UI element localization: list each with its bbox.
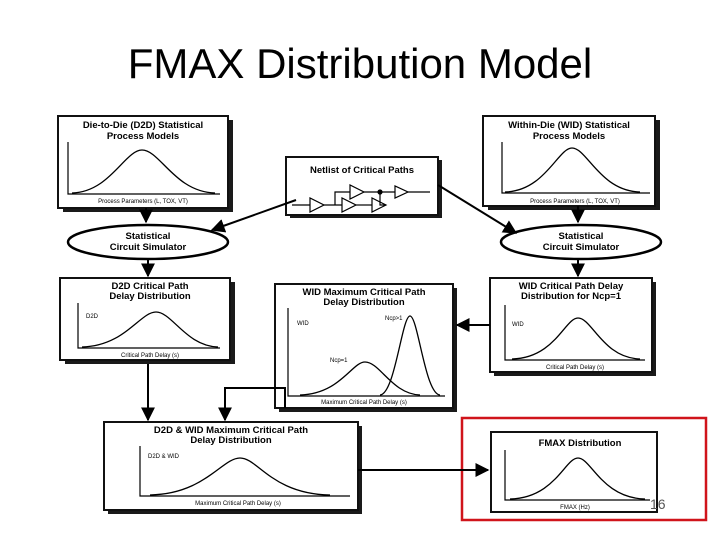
simulator-right: Statistical Circuit Simulator: [499, 223, 663, 261]
wid-max-tag: WID: [297, 321, 309, 327]
fmax-axis-label: FMAX (Hz): [560, 505, 590, 511]
flow-arrows: [139, 184, 585, 477]
wid-max-label-top: Ncp>1: [385, 316, 403, 322]
wid-max-delay-distribution-box: WID Maximum Critical Path Delay Distribu…: [274, 283, 457, 412]
sim-right-line2: Circuit Simulator: [543, 242, 620, 253]
combined-title-1: D2D & WID Maximum Critical Path: [154, 425, 308, 436]
combined-axis-label: Maximum Critical Path Delay (s): [195, 501, 281, 507]
d2d-process-models-box: Die-to-Die (D2D) Statistical Process Mod…: [57, 115, 233, 212]
page-number: 16: [650, 496, 666, 512]
d2d-delay-title-2: Delay Distribution: [109, 291, 190, 302]
wid-max-curve-ncpmany: [379, 315, 441, 396]
simulator-left: Statistical Circuit Simulator: [66, 223, 230, 261]
wid-models-title-2: Process Models: [533, 131, 605, 142]
d2d-delay-tag: D2D: [86, 314, 99, 320]
d2d-models-axis-label: Process Parameters (L, TOX, VT): [98, 199, 188, 205]
wid-max-curve-ncp1: [299, 361, 421, 396]
d2d-models-axes: [67, 142, 220, 195]
wid-delay-curve: [511, 317, 641, 360]
wid-delay-title-1: WID Critical Path Delay: [519, 281, 624, 292]
d2d-models-title-2: Process Models: [107, 131, 179, 142]
wid-models-axis-label: Process Parameters (L, TOX, VT): [530, 199, 620, 205]
wid-delay-title-2: Distribution for Ncp=1: [521, 291, 622, 302]
combined-title-2: Delay Distribution: [190, 435, 271, 446]
wid-models-title-1: Within-Die (WID) Statistical: [508, 120, 630, 131]
netlist-title: Netlist of Critical Paths: [310, 165, 414, 176]
wid-delay-tag: WID: [512, 322, 524, 328]
fmax-curve: [509, 457, 646, 500]
wid-delay-distribution-box: WID Critical Path Delay Distribution for…: [489, 277, 656, 376]
wid-process-models-box: Within-Die (WID) Statistical Process Mod…: [482, 115, 660, 210]
wid-models-axes: [501, 142, 650, 194]
sim-left-line1: Statistical: [126, 231, 171, 242]
combined-tag: D2D & WID: [148, 454, 180, 460]
d2d-delay-axes: [77, 303, 220, 349]
fmax-title: FMAX Distribution: [539, 438, 622, 449]
d2d-delay-curve: [81, 311, 219, 348]
wid-max-title-2: Delay Distribution: [323, 297, 404, 308]
wid-delay-axis-label: Critical Path Delay (s): [546, 365, 604, 371]
wid-delay-axes: [504, 305, 645, 361]
d2d-delay-title-1: D2D Critical Path: [111, 281, 188, 292]
sim-right-line1: Statistical: [559, 231, 604, 242]
wid-max-label-bottom: Ncp=1: [330, 358, 348, 364]
combined-axes: [139, 446, 350, 497]
combined-delay-distribution-box: D2D & WID Maximum Critical Path Delay Di…: [103, 421, 362, 514]
netlist-box: Netlist of Critical Paths: [285, 156, 442, 218]
wid-max-axis-label: Maximum Critical Path Delay (s): [321, 400, 407, 406]
wid-max-axes: [287, 308, 445, 397]
d2d-delay-axis-label: Critical Path Delay (s): [121, 353, 179, 359]
fmax-distribution-box: FMAX Distribution FMAX (Hz): [490, 431, 658, 513]
slide-title: FMAX Distribution Model: [127, 40, 593, 87]
sim-left-line2: Circuit Simulator: [110, 242, 187, 253]
fmax-axes: [504, 450, 650, 501]
combined-curve: [149, 457, 331, 496]
wid-max-title-1: WID Maximum Critical Path: [303, 287, 426, 298]
d2d-models-title-1: Die-to-Die (D2D) Statistical: [83, 120, 203, 131]
inverter-chain-schematic: [292, 184, 430, 213]
d2d-delay-distribution-box: D2D Critical Path Delay Distribution D2D…: [59, 277, 235, 364]
d2d-models-curve: [71, 149, 216, 194]
wid-models-curve: [504, 147, 641, 193]
